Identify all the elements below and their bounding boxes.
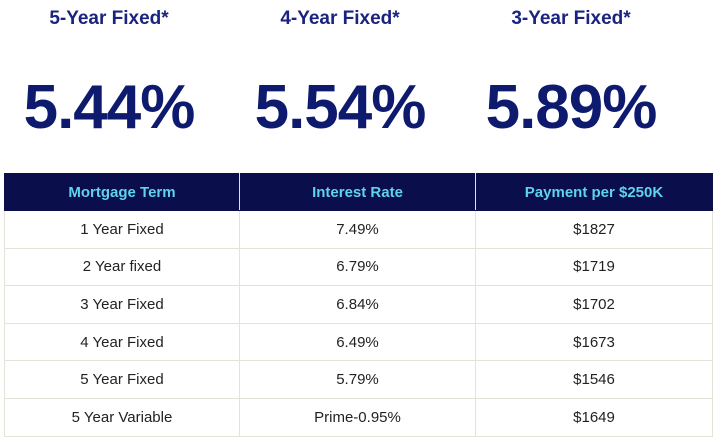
table-header-row: Mortgage Term Interest Rate Payment per … (4, 173, 713, 211)
cell-rate: 6.84% (239, 285, 476, 324)
cell-payment: $1673 (475, 322, 713, 362)
table-row: 5 Year Variable Prime-0.95% $1649 (4, 397, 713, 437)
featured-rate-title: 4-Year Fixed* (280, 8, 400, 29)
header-payment: Payment per $250K (475, 173, 713, 211)
mortgage-rates-table: Mortgage Term Interest Rate Payment per … (4, 173, 713, 437)
cell-payment: $1649 (475, 397, 713, 437)
cell-term: 5 Year Variable (4, 397, 240, 437)
featured-rate-value: 5.44% (23, 73, 196, 142)
cell-payment: $1719 (475, 247, 713, 287)
cell-term: 5 Year Fixed (4, 360, 240, 399)
cell-payment: $1546 (475, 360, 713, 399)
cell-term: 1 Year Fixed (4, 210, 240, 249)
cell-term: 4 Year Fixed (4, 322, 240, 362)
featured-rates: 5-Year Fixed* 5.44% 4-Year Fixed* 5.54% … (0, 0, 716, 170)
cell-term: 3 Year Fixed (4, 285, 240, 324)
table-row: 1 Year Fixed 7.49% $1827 (4, 210, 713, 249)
cell-payment: $1702 (475, 285, 713, 324)
table-row: 2 Year fixed 6.79% $1719 (4, 247, 713, 287)
featured-rate-value: 5.54% (254, 73, 427, 142)
cell-rate: Prime-0.95% (239, 397, 476, 437)
table-row: 5 Year Fixed 5.79% $1546 (4, 360, 713, 399)
featured-rate-value: 5.89% (485, 73, 658, 142)
cell-rate: 7.49% (239, 210, 476, 249)
featured-rate-title: 5-Year Fixed* (49, 8, 169, 29)
featured-rate-title: 3-Year Fixed* (511, 8, 631, 29)
cell-rate: 5.79% (239, 360, 476, 399)
cell-payment: $1827 (475, 210, 713, 249)
table-row: 4 Year Fixed 6.49% $1673 (4, 322, 713, 362)
header-mortgage-term: Mortgage Term (4, 173, 240, 211)
table-row: 3 Year Fixed 6.84% $1702 (4, 285, 713, 324)
header-interest-rate: Interest Rate (239, 173, 476, 211)
cell-rate: 6.49% (239, 322, 476, 362)
cell-rate: 6.79% (239, 247, 476, 287)
cell-term: 2 Year fixed (4, 247, 240, 287)
